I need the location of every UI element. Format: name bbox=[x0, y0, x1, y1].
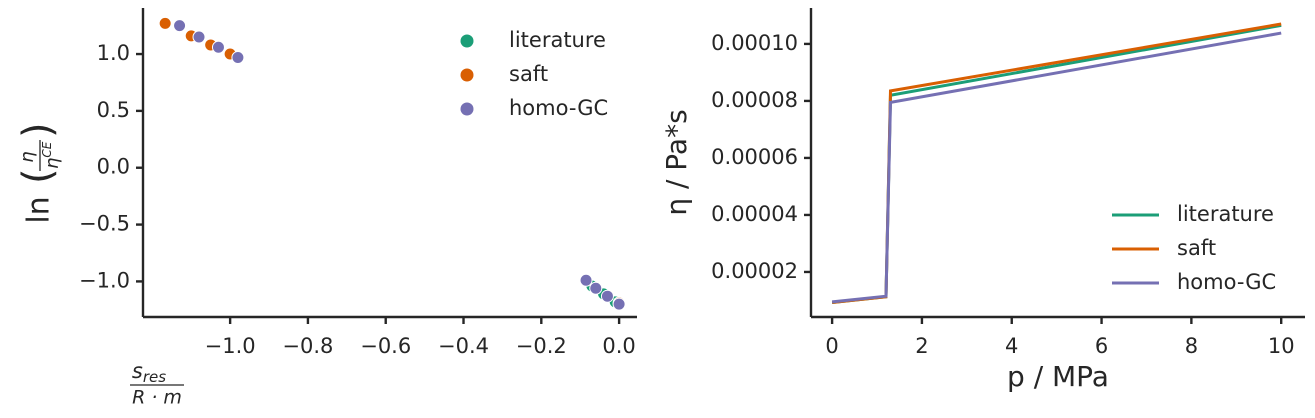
legend-label: saft bbox=[509, 62, 548, 86]
x-label-num: sres bbox=[132, 359, 166, 386]
point bbox=[192, 30, 206, 44]
x-tick-label: −0.6 bbox=[360, 334, 411, 358]
y-tick-label: −0.5 bbox=[79, 212, 130, 236]
legend-swatch bbox=[460, 34, 474, 48]
legend-label: saft bbox=[1177, 236, 1216, 260]
point bbox=[600, 289, 614, 303]
y-axis-label: η / Pa*s bbox=[660, 109, 693, 215]
y-label-paren: ( bbox=[15, 168, 61, 184]
y-label-paren: ) bbox=[15, 122, 61, 138]
y-label-den: ηCE bbox=[40, 141, 64, 169]
x-tick-label: 4 bbox=[1005, 334, 1018, 358]
line bbox=[831, 23, 1282, 304]
point bbox=[589, 281, 603, 295]
y-tick-label: −1.0 bbox=[79, 268, 130, 292]
x-tick-label: 2 bbox=[915, 334, 928, 358]
point bbox=[231, 50, 245, 64]
x-tick-label: 6 bbox=[1095, 334, 1108, 358]
y-label-den-main: η bbox=[42, 158, 63, 169]
x-label-den: R · m bbox=[132, 387, 182, 409]
legend-label: homo-GC bbox=[509, 96, 608, 120]
point bbox=[612, 297, 626, 311]
x-label-num-sub: res bbox=[143, 368, 166, 386]
legend-swatch bbox=[460, 68, 474, 82]
y-tick-label: 1.0 bbox=[97, 41, 130, 65]
x-axis-label: p / MPa bbox=[1007, 360, 1109, 393]
y-tick-label: 0.00006 bbox=[711, 145, 798, 169]
x-label-num-main: s bbox=[132, 359, 143, 383]
y-tick-label: 0.0 bbox=[97, 155, 130, 179]
y-label-den-sup: CE bbox=[40, 141, 54, 157]
legend-label: homo-GC bbox=[1177, 270, 1276, 294]
legend-label: literature bbox=[509, 28, 606, 52]
y-tick-label: 0.00010 bbox=[711, 31, 798, 55]
x-tick-label: 8 bbox=[1185, 334, 1198, 358]
x-tick-label: 10 bbox=[1268, 334, 1295, 358]
x-tick-label: −0.4 bbox=[438, 334, 489, 358]
y-label-ln: ln bbox=[22, 196, 57, 223]
y-tick-label: 0.00008 bbox=[711, 88, 798, 112]
point bbox=[158, 16, 172, 30]
line bbox=[831, 31, 1282, 304]
y-tick-label: 0.00004 bbox=[711, 202, 798, 226]
point bbox=[211, 40, 225, 54]
x-tick-label: 0 bbox=[825, 334, 838, 358]
point bbox=[173, 19, 187, 33]
x-tick-label: 0.0 bbox=[602, 334, 635, 358]
x-tick-label: −0.2 bbox=[516, 334, 567, 358]
legend-label: literature bbox=[1177, 202, 1274, 226]
y-label-num: η bbox=[17, 151, 38, 162]
y-tick-label: 0.5 bbox=[97, 98, 130, 122]
x-tick-label: −0.8 bbox=[282, 334, 333, 358]
x-tick-label: −1.0 bbox=[205, 334, 256, 358]
point bbox=[579, 273, 593, 287]
legend-swatch bbox=[460, 102, 474, 116]
y-tick-label: 0.00002 bbox=[711, 259, 798, 283]
